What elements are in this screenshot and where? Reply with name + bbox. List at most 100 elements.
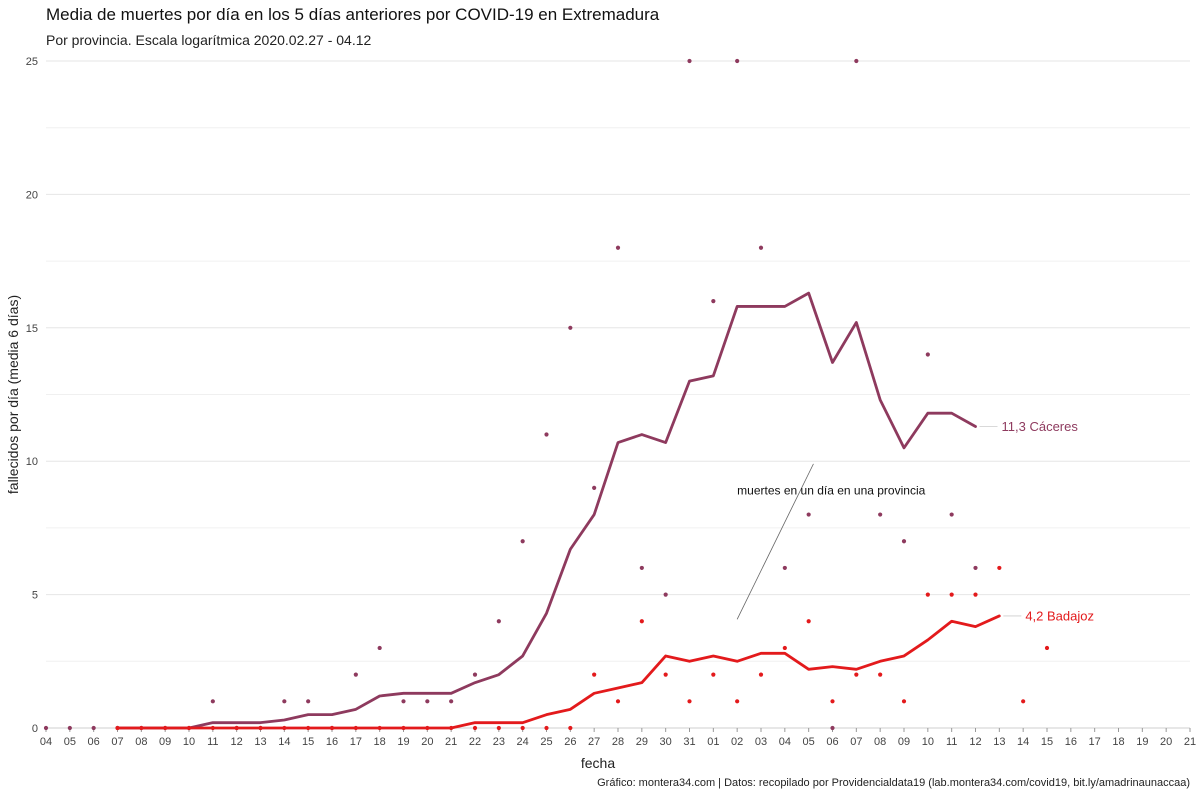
data-point: [210, 699, 215, 704]
x-tick-label: 23: [493, 736, 505, 748]
data-point: [925, 352, 930, 357]
y-tick-label: 0: [32, 723, 38, 735]
x-tick-label: 09: [898, 736, 910, 748]
series-badajoz: 4,2 Badajoz: [115, 565, 1094, 731]
x-tick-label: 08: [874, 736, 886, 748]
series-line: [116, 614, 1001, 730]
x-tick-label: 27: [588, 736, 600, 748]
x-tick-label: 22: [469, 736, 481, 748]
data-point: [401, 699, 406, 704]
data-point: [758, 672, 764, 677]
data-point: [496, 725, 501, 731]
data-point: [520, 725, 525, 731]
data-point: [472, 672, 478, 677]
y-tick-label: 15: [26, 323, 38, 335]
data-point: [878, 512, 883, 517]
end-label: 4,2 Badajoz: [1025, 608, 1094, 623]
data-point: [1021, 699, 1026, 704]
data-point: [901, 699, 907, 704]
data-point: [711, 672, 716, 677]
x-axis-title: fecha: [581, 755, 615, 771]
x-tick-label: 29: [636, 736, 648, 748]
x-tick-label: 13: [254, 736, 266, 748]
series-line: [116, 291, 977, 730]
end-label: 11,3 Cáceres: [1002, 419, 1079, 434]
x-tick-label: 11: [946, 736, 957, 748]
data-point: [854, 58, 859, 64]
x-tick-label: 30: [660, 736, 672, 748]
annotation: muertes en un día en una provincia: [736, 463, 926, 620]
x-tick-label: 05: [803, 736, 815, 748]
chart-subtitle: Por provincia. Escala logarítmica 2020.0…: [46, 32, 372, 48]
data-point: [782, 645, 787, 651]
x-tick-label: 20: [1160, 736, 1172, 748]
x-tick-label: 15: [302, 736, 314, 748]
data-point: [568, 725, 573, 731]
data-point: [568, 325, 573, 330]
data-point: [806, 619, 811, 624]
data-point: [735, 699, 740, 704]
data-point: [830, 725, 835, 731]
data-point: [663, 592, 668, 597]
x-tick-label: 01: [707, 736, 719, 748]
data-point: [43, 725, 49, 731]
data-point: [1044, 645, 1050, 651]
x-tick-label: 16: [326, 736, 338, 748]
data-point: [520, 539, 525, 544]
data-point: [687, 58, 692, 64]
x-tick-label: 10: [183, 736, 195, 748]
data-point: [306, 699, 311, 704]
data-point: [353, 672, 358, 677]
data-point: [615, 245, 621, 250]
x-tick-label: 21: [1184, 736, 1196, 748]
y-tick-label: 10: [26, 456, 38, 468]
x-tick-label: 19: [397, 736, 409, 748]
x-tick-label: 17: [1089, 736, 1101, 748]
x-tick-label: 14: [1017, 736, 1029, 748]
data-point: [449, 699, 454, 704]
x-tick-label: 20: [421, 736, 433, 748]
data-point: [544, 725, 549, 731]
data-point: [544, 432, 549, 437]
data-point: [472, 725, 478, 731]
data-point: [592, 485, 597, 490]
data-point: [496, 619, 501, 624]
data-point: [949, 592, 954, 597]
x-tick-label: 06: [826, 736, 838, 748]
x-tick-label: 11: [207, 736, 218, 748]
x-tick-label: 16: [1065, 736, 1077, 748]
data-point: [782, 565, 787, 571]
x-tick-label: 17: [350, 736, 362, 748]
data-point: [735, 58, 740, 64]
data-point: [901, 539, 907, 544]
data-point: [639, 565, 644, 571]
data-point: [67, 725, 72, 731]
x-tick-label: 19: [1136, 736, 1148, 748]
x-tick-label: 18: [374, 736, 386, 748]
data-point: [91, 725, 96, 731]
x-tick-label: 03: [755, 736, 767, 748]
data-point: [615, 699, 621, 704]
gridlines: [46, 60, 1190, 729]
x-axis-ticks: 04 05 06 07 08 09 10 11 12 13 14 15 16 17 18 19 20 21 22 23…: [40, 727, 1196, 748]
y-axis-title: fallecidos por día (media 6 días): [5, 295, 21, 494]
data-point: [830, 699, 835, 704]
x-tick-label: 06: [88, 736, 100, 748]
y-tick-label: 25: [26, 56, 38, 68]
data-point: [663, 672, 668, 677]
annotation-leader-line: [736, 463, 814, 620]
chart-caption: Gráfico: montera34.com | Datos: recopila…: [597, 777, 1190, 789]
x-tick-label: 24: [517, 736, 529, 748]
data-point: [282, 699, 287, 704]
x-tick-label: 04: [40, 736, 52, 748]
series-layer: 11,3 Cáceres 4,2 Badajoz: [43, 58, 1094, 731]
data-point: [639, 619, 644, 624]
y-tick-label: 20: [26, 189, 38, 201]
x-tick-label: 28: [612, 736, 624, 748]
chart-title: Media de muertes por día en los 5 días a…: [46, 5, 660, 24]
x-tick-label: 08: [135, 736, 147, 748]
x-tick-label: 07: [111, 736, 123, 748]
data-point: [949, 512, 954, 517]
data-point: [973, 565, 978, 571]
